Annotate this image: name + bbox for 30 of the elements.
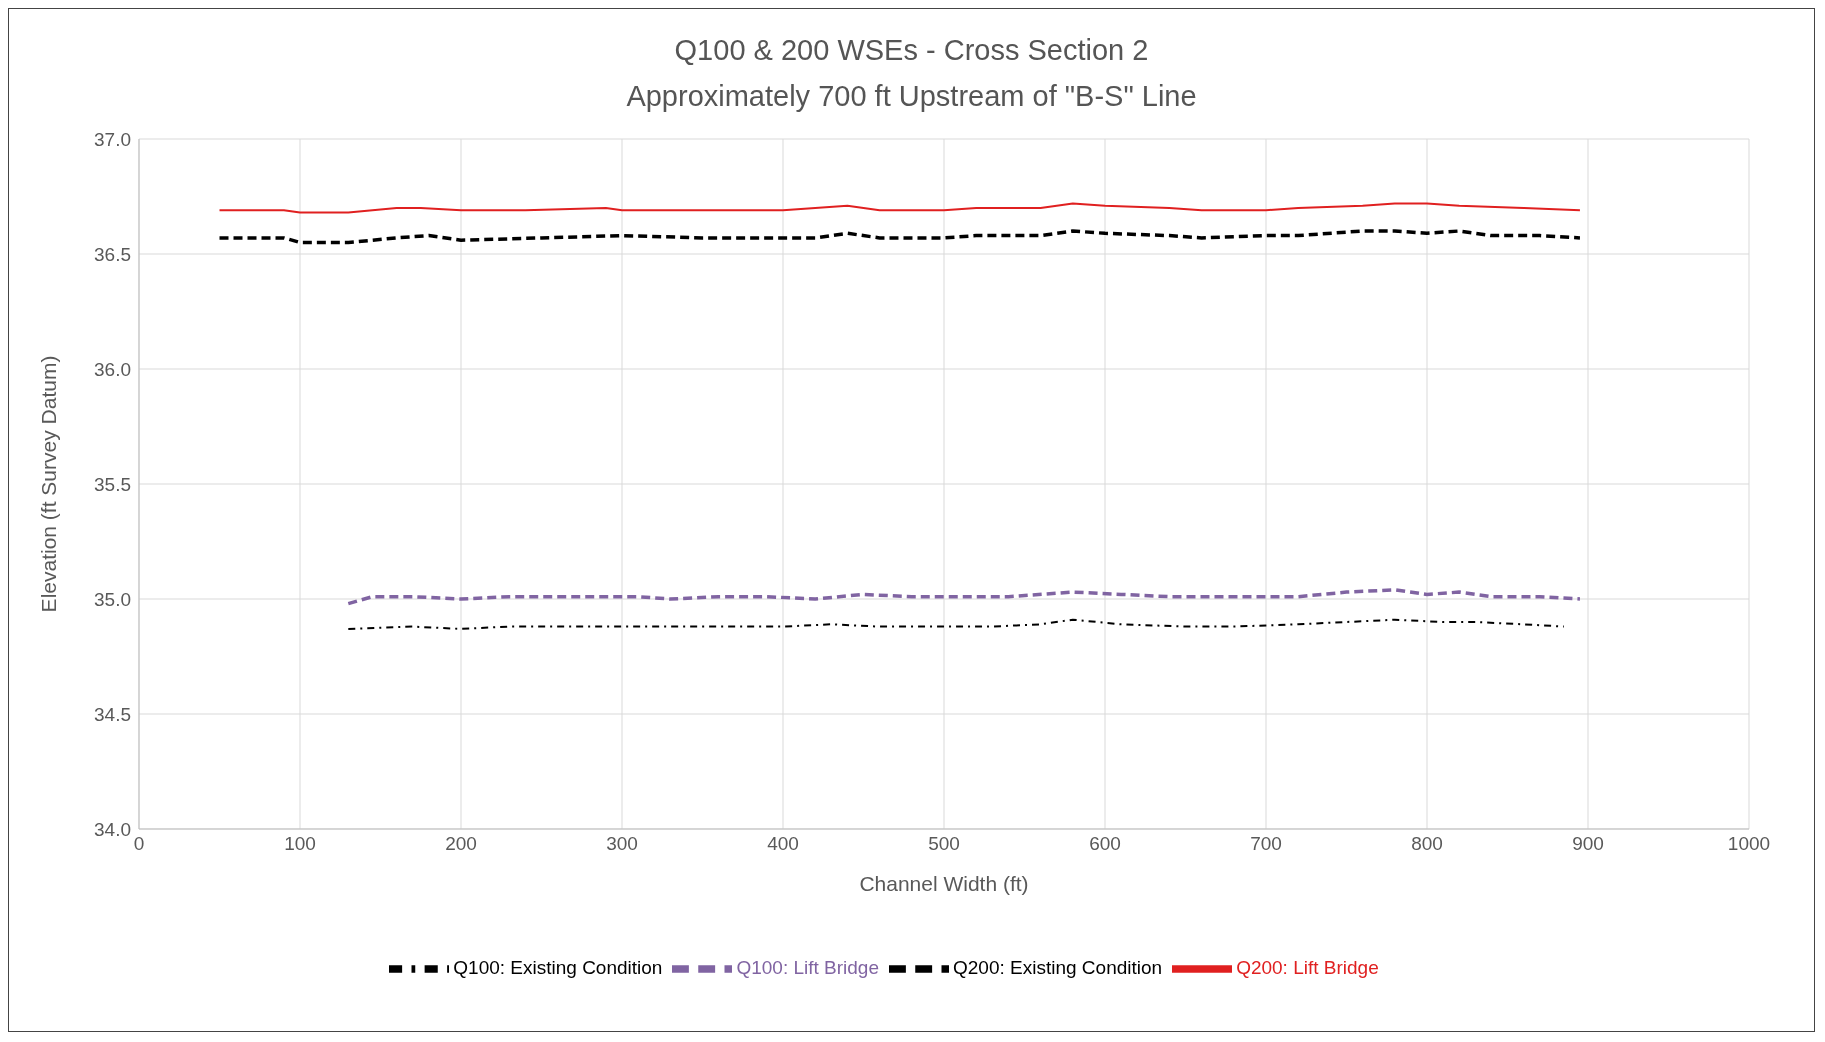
y-tick-label: 34.0 bbox=[94, 818, 131, 840]
x-tick-label: 100 bbox=[284, 833, 316, 855]
line-series bbox=[346, 588, 1582, 606]
x-tick-label: 300 bbox=[606, 833, 638, 855]
legend-label: Q200: Lift Bridge bbox=[1236, 957, 1379, 979]
x-tick-label: 700 bbox=[1250, 833, 1282, 855]
x-tick-label: 500 bbox=[928, 833, 960, 855]
x-tick-label: 800 bbox=[1411, 833, 1443, 855]
y-tick-label: 34.5 bbox=[94, 703, 131, 725]
y-tick-label: 35.5 bbox=[94, 473, 131, 495]
legend-label: Q100: Lift Bridge bbox=[736, 957, 879, 979]
x-tick-label: 0 bbox=[133, 833, 145, 855]
line-series bbox=[347, 618, 1565, 630]
x-tick-label: 900 bbox=[1572, 833, 1604, 855]
legend-label: Q100: Existing Condition bbox=[453, 957, 663, 979]
line-series bbox=[218, 202, 1581, 214]
y-axis-title: Elevation (ft Survey Datum) bbox=[37, 355, 61, 613]
y-tick-label: 37.0 bbox=[94, 128, 131, 150]
x-axis-title: Channel Width (ft) bbox=[859, 872, 1029, 895]
x-tick-label: 600 bbox=[1089, 833, 1121, 855]
chart-title: Q100 & 200 WSEs - Cross Section 2 bbox=[673, 33, 1150, 68]
x-tick-label: 400 bbox=[767, 833, 799, 855]
legend-label: Q200: Existing Condition bbox=[953, 957, 1163, 979]
chart-subtitle: Approximately 700 ft Upstream of "B-S" Line bbox=[625, 79, 1198, 114]
x-tick-label: 200 bbox=[445, 833, 477, 855]
line-series bbox=[217, 229, 1582, 245]
y-tick-label: 36.5 bbox=[94, 243, 131, 265]
y-tick-label: 35.0 bbox=[94, 588, 131, 610]
x-tick-label: 1000 bbox=[1727, 833, 1771, 855]
y-tick-label: 36.0 bbox=[94, 358, 131, 380]
